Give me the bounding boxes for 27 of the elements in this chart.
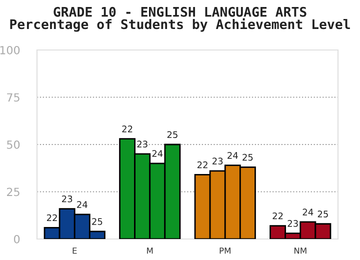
x-tick-label: NM xyxy=(294,248,306,254)
y-tick-label: 100 xyxy=(0,46,20,54)
y-tick-label: 25 xyxy=(7,188,20,196)
text: 24 xyxy=(302,208,314,216)
text: 22 xyxy=(272,212,283,220)
text: 23 xyxy=(212,158,223,164)
y-tick-label: 0 xyxy=(14,234,20,244)
x-tick-label: E xyxy=(72,248,77,254)
series-label: 25 xyxy=(92,218,102,225)
text: 22 xyxy=(122,126,132,132)
text: 23 xyxy=(137,140,148,148)
series-label: 22 xyxy=(46,214,57,222)
x-tick-label: PM xyxy=(220,248,230,254)
text: 23 xyxy=(288,220,298,227)
y-tick-label: 75 xyxy=(7,93,20,102)
text: 24 xyxy=(228,152,238,159)
x-tick-label: M xyxy=(147,248,153,254)
text: 25 xyxy=(167,131,178,138)
text: 25 xyxy=(242,154,253,161)
text: 24 xyxy=(77,201,88,208)
series-label: 24 xyxy=(152,150,163,157)
series-label: 23 xyxy=(62,195,72,202)
chart-title: GRADE 10 - ENGLISH LANGUAGE ARTS xyxy=(54,6,306,17)
text: 22 xyxy=(197,161,208,168)
chart-subtitle: Percentage of Students by Achievement Level xyxy=(10,18,350,32)
text: 25 xyxy=(318,210,328,218)
y-tick-label: 50 xyxy=(7,140,20,149)
